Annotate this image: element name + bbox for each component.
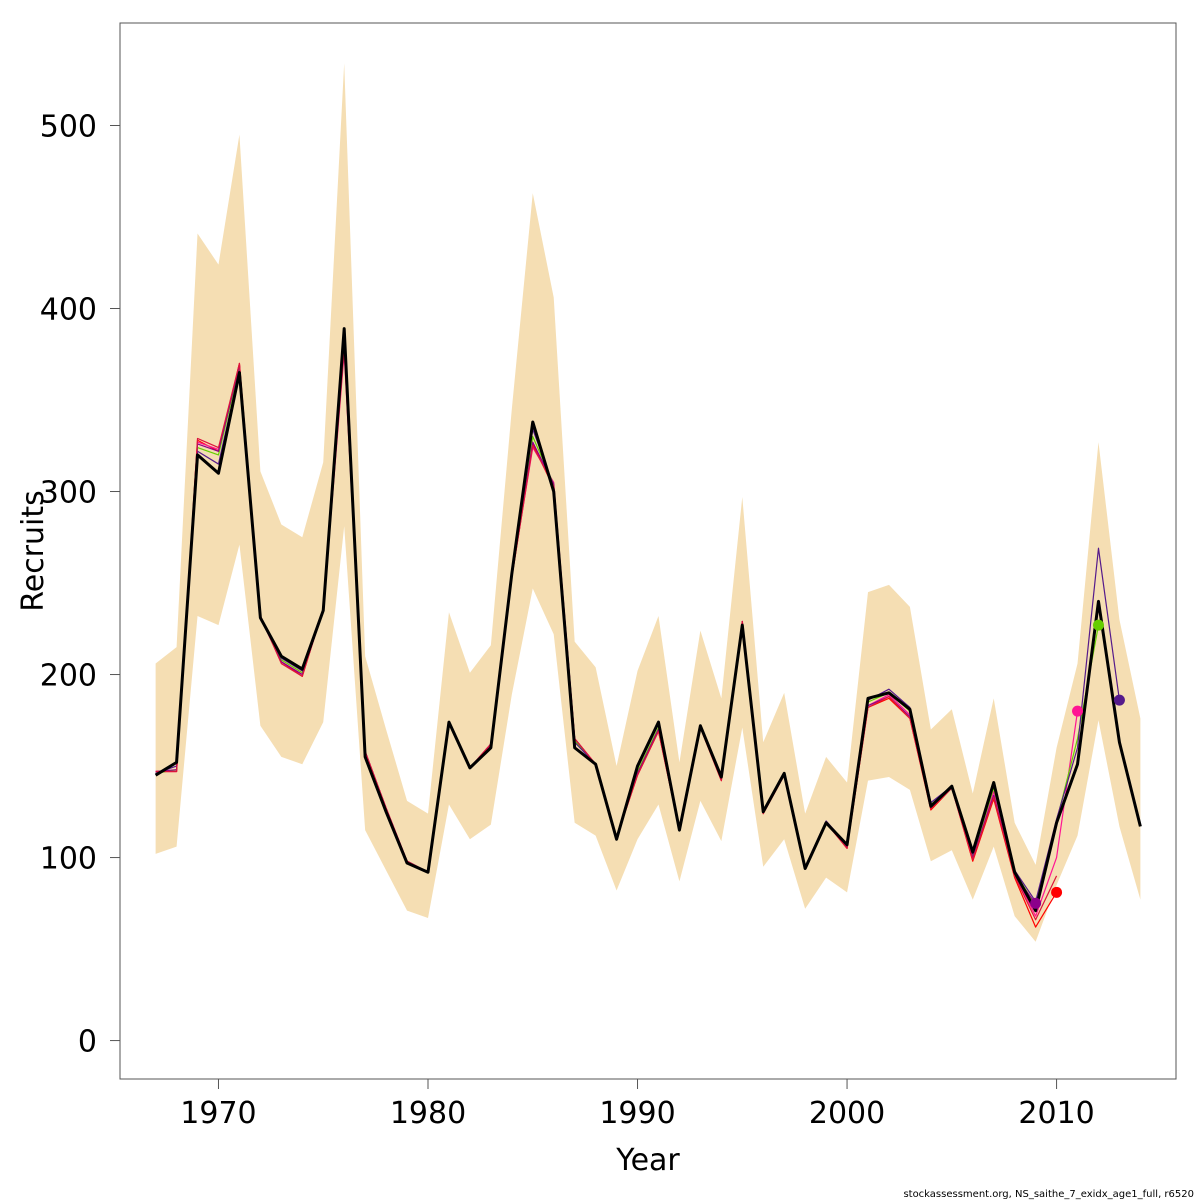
y-axis-title: Recruits: [16, 490, 51, 612]
x-axis-title: Year: [615, 1143, 680, 1178]
y-tick-label-100: 100: [40, 842, 97, 877]
confidence-band: [155, 63, 1141, 942]
terminal-point-2011: [1072, 705, 1084, 717]
y-tick-label-0: 0: [78, 1025, 97, 1060]
x-tick-label-2000: 2000: [809, 1096, 885, 1131]
base-run-line: [154, 327, 1142, 913]
confidence-band-layer: [155, 63, 1141, 942]
y-tick-label-500: 500: [40, 109, 97, 144]
terminal-point-2010: [1051, 886, 1063, 898]
x-tick-label-1980: 1980: [390, 1096, 466, 1131]
terminal-point-2013: [1113, 694, 1125, 706]
terminal-points-layer: [1030, 619, 1125, 909]
y-axis: 0 100 200 300 400 500: [40, 109, 120, 1060]
x-tick-label-1970: 1970: [180, 1096, 256, 1131]
series-layer: [154, 327, 1142, 928]
y-tick-label-200: 200: [40, 659, 97, 694]
x-tick-label-2010: 2010: [1018, 1096, 1094, 1131]
x-axis: 1970 1980 1990 2000 2010: [180, 1079, 1095, 1131]
y-tick-label-400: 400: [40, 293, 97, 328]
x-tick-label-1990: 1990: [599, 1096, 675, 1131]
terminal-point-2012: [1092, 619, 1104, 631]
footer-caption: stockassessment.org, NS_saithe_7_exidx_a…: [903, 1189, 1194, 1200]
plot-frame: [119, 22, 1177, 1080]
y-tick-label-300: 300: [40, 476, 97, 511]
terminal-point-2009: [1030, 897, 1042, 909]
